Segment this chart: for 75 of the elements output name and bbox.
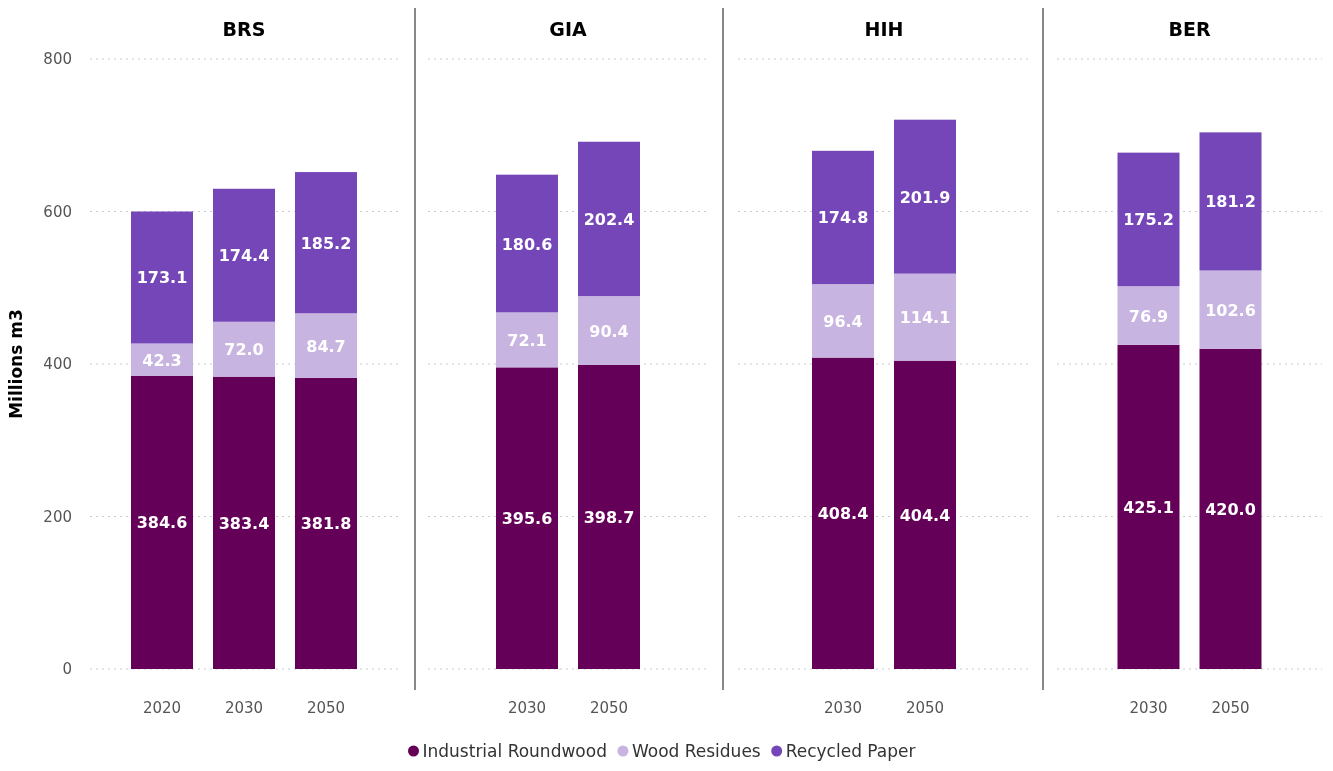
y-tick-label: 800 xyxy=(43,50,72,69)
x-tick-label: 2050 xyxy=(306,698,346,717)
bar xyxy=(1199,348,1262,669)
bar xyxy=(1117,152,1180,287)
data-label: 174.8 xyxy=(817,208,869,228)
data-label: 102.6 xyxy=(1205,300,1256,320)
data-label: 185.2 xyxy=(300,233,352,253)
data-label: 408.4 xyxy=(817,504,869,524)
bar xyxy=(578,364,640,669)
data-label: 175.2 xyxy=(1123,210,1174,230)
bar xyxy=(496,367,558,669)
bar xyxy=(295,313,357,378)
data-label: 201.9 xyxy=(899,187,951,207)
bar xyxy=(812,284,874,358)
bar xyxy=(578,296,640,365)
data-label: 76.9 xyxy=(1128,306,1169,326)
x-tick-label: 2030 xyxy=(507,698,547,717)
data-label: 173.1 xyxy=(136,268,188,288)
bar xyxy=(894,273,956,361)
chart-title: HIH xyxy=(864,18,904,40)
data-label: 174.4 xyxy=(218,246,270,266)
bar xyxy=(213,188,275,322)
legend-label: Industrial Roundwood xyxy=(422,741,607,761)
bar xyxy=(1199,132,1262,271)
bar xyxy=(1199,270,1262,349)
bar xyxy=(295,172,357,314)
bar xyxy=(812,357,874,669)
data-label: 420.0 xyxy=(1205,499,1256,519)
legend-label: Wood Residues xyxy=(631,741,761,761)
chart-title: BRS xyxy=(222,18,266,40)
x-tick-label: 2030 xyxy=(823,698,863,717)
data-label: 383.4 xyxy=(218,513,270,533)
data-label: 90.4 xyxy=(589,321,629,341)
bar xyxy=(213,376,275,669)
bar xyxy=(578,141,640,297)
x-tick-label: 2030 xyxy=(1129,698,1168,717)
x-tick-label: 2050 xyxy=(1211,698,1250,717)
x-tick-label: 2050 xyxy=(905,698,945,717)
legend-label: Recycled Paper xyxy=(785,741,916,761)
data-label: 72.1 xyxy=(507,330,547,350)
data-label: 398.7 xyxy=(583,508,635,527)
data-label: 425.1 xyxy=(1123,497,1174,517)
data-label: 72.0 xyxy=(224,340,264,360)
x-tick-label: 2050 xyxy=(589,698,629,717)
data-label: 384.6 xyxy=(136,513,188,533)
data-label: 395.6 xyxy=(501,509,553,529)
bar xyxy=(894,119,956,274)
y-tick-label: 200 xyxy=(43,507,72,526)
bar xyxy=(1117,286,1180,345)
bar xyxy=(213,321,275,377)
data-label: 381.8 xyxy=(300,514,352,534)
y-tick-label: 600 xyxy=(43,202,72,221)
data-label: 114.1 xyxy=(899,308,951,328)
x-tick-label: 2020 xyxy=(142,698,182,717)
y-tick-label: 400 xyxy=(43,355,72,374)
y-tick-label: 0 xyxy=(62,660,72,679)
y-axis-title: Millions m3 xyxy=(6,309,26,419)
x-tick-label: 2030 xyxy=(224,698,264,717)
data-label: 42.3 xyxy=(142,350,182,370)
bar xyxy=(1117,344,1180,669)
bar xyxy=(894,360,956,669)
bar xyxy=(812,150,874,285)
bar xyxy=(496,312,558,368)
data-label: 202.4 xyxy=(583,209,635,229)
data-label: 180.6 xyxy=(501,234,553,254)
bar xyxy=(496,174,558,313)
bar xyxy=(295,377,357,669)
bar xyxy=(131,211,193,344)
chart-title: GIA xyxy=(549,18,587,40)
bar xyxy=(131,375,193,669)
data-label: 96.4 xyxy=(823,311,863,331)
data-label: 404.4 xyxy=(899,505,951,525)
data-label: 181.2 xyxy=(1205,192,1256,212)
chart-title: BER xyxy=(1168,18,1211,40)
data-label: 84.7 xyxy=(306,336,346,356)
